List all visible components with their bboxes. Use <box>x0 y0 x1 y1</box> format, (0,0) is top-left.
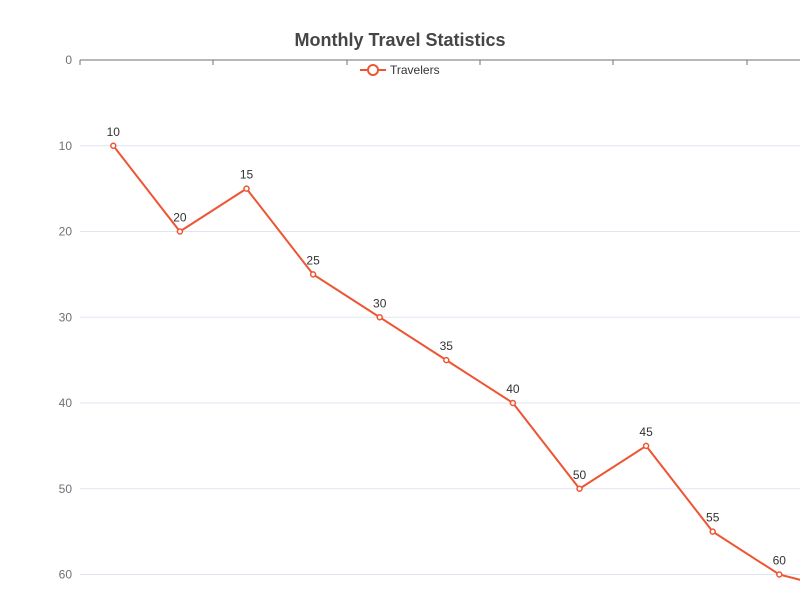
x-axis <box>79 59 800 65</box>
data-label: 55 <box>706 511 720 525</box>
data-point <box>776 571 783 578</box>
data-label: 45 <box>639 425 653 439</box>
legend[interactable]: Travelers <box>360 63 440 77</box>
y-tick-label: 0 <box>65 53 72 67</box>
data-label: 15 <box>240 168 254 182</box>
data-label: 40 <box>506 382 520 396</box>
data-label: 50 <box>573 468 587 482</box>
legend-label: Travelers <box>390 63 440 77</box>
data-point <box>376 314 383 321</box>
data-labels: 10 20 15 25 30 35 40 50 45 55 60 <box>107 125 787 568</box>
y-tick-label: 20 <box>59 225 73 239</box>
data-point <box>309 271 317 278</box>
data-point <box>110 142 117 149</box>
y-axis: 0 10 20 30 40 50 60 <box>59 53 73 582</box>
y-tick-label: 50 <box>59 482 73 496</box>
y-tick-label: 40 <box>59 396 73 410</box>
data-point <box>509 399 517 407</box>
grid-lines <box>80 145 800 575</box>
chart-title: Monthly Travel Statistics <box>294 30 506 50</box>
data-point <box>576 485 583 492</box>
legend-line-circle-icon <box>360 63 386 77</box>
y-tick-label: 60 <box>59 568 73 582</box>
series-travelers <box>110 142 800 581</box>
data-label: 30 <box>373 296 387 310</box>
series-line-travelers <box>112 145 800 581</box>
data-label: 25 <box>306 253 320 267</box>
data-label: 35 <box>440 339 454 353</box>
data-point <box>176 228 184 235</box>
data-label: 20 <box>173 211 187 225</box>
data-point <box>243 185 250 192</box>
data-point <box>443 356 450 364</box>
data-point <box>642 442 650 450</box>
y-tick-label: 30 <box>59 310 73 324</box>
data-point <box>709 528 716 535</box>
data-label: 10 <box>107 125 121 139</box>
data-label: 60 <box>773 554 787 568</box>
y-tick-label: 10 <box>59 139 73 153</box>
